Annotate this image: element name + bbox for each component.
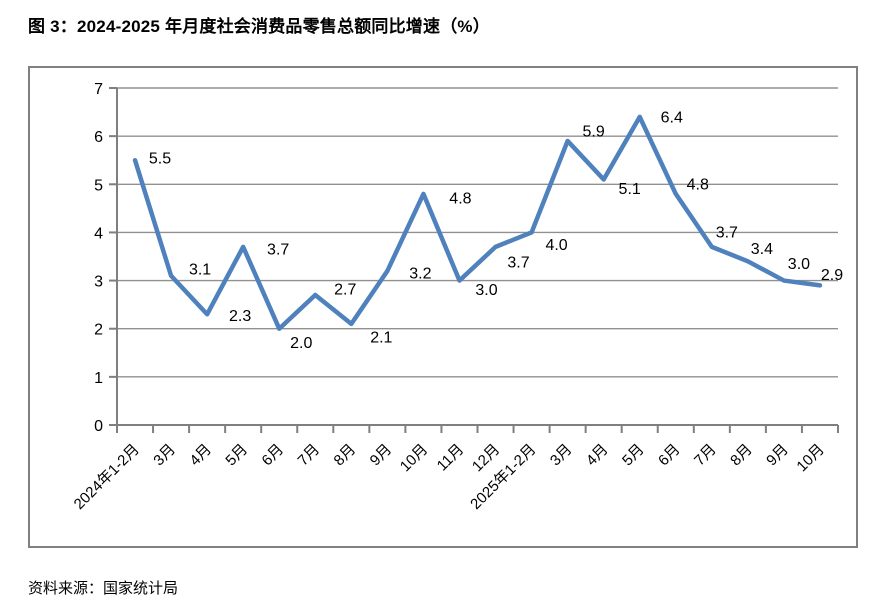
data-label: 3.7 <box>267 241 289 258</box>
x-axis-label: 8月 <box>331 441 360 470</box>
y-axis-label: 5 <box>94 177 103 194</box>
x-axis-label: 4月 <box>186 441 215 470</box>
data-label: 3.1 <box>189 261 211 278</box>
data-label: 4.0 <box>545 237 567 254</box>
x-axis-label: 10月 <box>793 441 827 475</box>
data-label: 5.5 <box>149 151 171 168</box>
data-label: 3.0 <box>788 256 810 273</box>
y-axis-label: 4 <box>94 225 103 242</box>
x-axis-label: 7月 <box>295 441 324 470</box>
x-axis-label: 5月 <box>222 441 251 470</box>
line-chart: 0 1 2 3 4 5 6 7 2024年1-2月 3月 4月 5月 6月 7月 8月 9月 10月 11月 12月… <box>28 66 858 548</box>
y-axis-label: 6 <box>94 129 103 146</box>
x-axis-label: 6月 <box>655 441 684 470</box>
data-label: 3.7 <box>716 224 738 241</box>
y-axis-label: 2 <box>94 322 103 339</box>
x-axis-label: 6月 <box>259 441 288 470</box>
x-axis-label: 8月 <box>727 441 756 470</box>
x-axis-label: 5月 <box>619 441 648 470</box>
data-label: 2.7 <box>334 282 356 299</box>
axis-ticks <box>109 87 839 433</box>
source-note: 资料来源：国家统计局 <box>28 580 179 597</box>
y-gridlines <box>117 87 838 378</box>
x-axis-label: 3月 <box>547 441 576 470</box>
data-label: 3.4 <box>751 241 773 258</box>
x-tick-labels: 2024年1-2月 3月 4月 5月 6月 7月 8月 9月 10月 11月 12月2025年1-2… <box>71 441 828 513</box>
data-label: 5.1 <box>619 181 641 198</box>
data-label: 4.8 <box>687 176 709 193</box>
x-axis-label: 7月 <box>691 441 720 470</box>
data-label: 6.4 <box>661 109 683 126</box>
y-axis-label: 0 <box>94 418 103 435</box>
data-label: 2.3 <box>229 308 251 325</box>
data-label: 2.1 <box>370 329 392 346</box>
x-axis-label: 3月 <box>150 441 179 470</box>
y-axis-label: 7 <box>94 81 103 98</box>
chart-canvas: 0 1 2 3 4 5 6 7 2024年1-2月 3月 4月 5月 6月 7月 8月 9月 10月 11月 12月… <box>71 81 844 513</box>
figure-title: 图 3：2024-2025 年月度社会消费品零售总额同比增速（%） <box>28 17 490 36</box>
series <box>132 114 823 331</box>
x-axis-label: 4月 <box>583 441 612 470</box>
data-labels: 5.5 3.1 2.3 3.7 2.0 2.7 2.1 3.2 4.8 3.0 3.7 4.0 5.9 5… <box>149 109 843 352</box>
data-label: 5.9 <box>583 123 605 140</box>
series-line <box>132 114 823 331</box>
x-axis-label: 2025年1-2月 <box>467 441 539 513</box>
x-axis-label: 11月 <box>434 441 468 475</box>
data-label: 3.7 <box>507 254 529 271</box>
x-axis-label: 10月 <box>397 441 431 475</box>
y-axis-label: 1 <box>94 370 103 387</box>
y-tick-labels: 0 1 2 3 4 5 6 7 <box>94 81 103 435</box>
x-axis-label: 9月 <box>367 441 396 470</box>
data-label: 3.0 <box>475 282 497 299</box>
data-label: 4.8 <box>449 190 471 207</box>
x-axis-label: 9月 <box>763 441 792 470</box>
y-axis-label: 3 <box>94 274 103 291</box>
data-label: 2.9 <box>821 267 843 284</box>
x-axis-label: 2024年1-2月 <box>71 441 143 513</box>
data-label: 2.0 <box>290 335 312 352</box>
data-label: 3.2 <box>409 265 431 282</box>
